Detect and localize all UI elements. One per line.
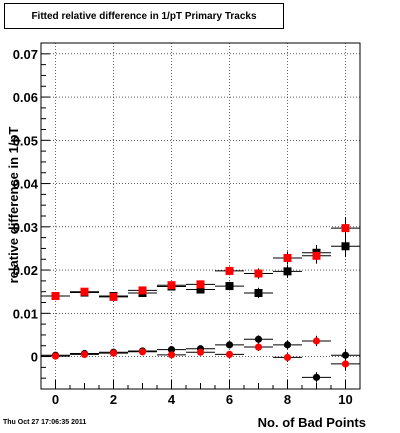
data-point-circle [254,335,263,343]
grid-lines [41,43,360,389]
data-point-circle [254,343,263,351]
y-axis: 0 0.01 0.02 0.03 0.04 0.05 0.06 0.07 [13,42,50,390]
y-axis-label: relative difference in 1/pT [6,127,21,284]
data-point-square [225,282,234,291]
data-point-square [225,266,234,275]
data-point-square [138,286,147,295]
data-point-circle [138,348,147,356]
data-point-square [254,288,263,297]
data-point-circle [109,349,118,357]
data-point-circle [312,337,321,345]
data-point-square [109,292,118,301]
series-3 [41,335,360,383]
y-tick-label: 0.01 [13,306,38,321]
data-point-square [283,253,292,262]
y-tick-label: 0.03 [13,220,38,235]
data-point-square [341,242,350,251]
plot-frame [40,42,361,390]
x-tick-label: 10 [338,392,352,407]
x-tick-label: 0 [52,392,59,407]
data-point-square [196,285,205,294]
x-axis-label: No. of Bad Points [258,415,366,430]
data-point-circle [225,341,234,349]
data-point-square [283,267,292,276]
data-point-circle [341,351,350,359]
data-point-square [51,292,60,301]
data-point-square [312,251,321,260]
data-point-square [80,287,89,296]
timestamp-label: Thu Oct 27 17:06:35 2011 [3,419,87,426]
data-point-circle [312,373,321,381]
data-point-circle [167,346,176,354]
data-point-square [254,269,263,278]
data-point-circle [341,360,350,368]
data-point-circle [51,352,60,360]
y-tick-label: 0 [31,350,38,365]
data-point-circle [80,350,89,358]
x-tick-label: 4 [168,392,176,407]
y-tick-label: 0.02 [13,263,38,278]
data-point-square [167,281,176,290]
y-tick-label: 0.04 [13,177,39,192]
data-point-circle [283,341,292,349]
data-point-circle [283,353,292,362]
x-axis: 0 2 4 6 8 10 [40,380,361,407]
data-point-square [341,224,350,233]
series-1 [41,235,360,301]
chart-title: Fitted relative difference in 1/pT Prima… [4,3,284,29]
data-point-square [196,280,205,289]
data-series [41,217,360,383]
y-tick-label: 0.06 [13,90,38,105]
data-point-circle [225,350,234,358]
series-4 [41,335,360,371]
data-point-circle [167,351,176,359]
y-tick-label: 0.05 [13,133,38,148]
series-2 [41,217,360,301]
y-tick-label: 0.07 [13,47,38,62]
data-point-circle [196,348,205,356]
x-tick-label: 2 [110,392,117,407]
x-tick-label: 8 [284,392,291,407]
x-tick-label: 6 [226,392,233,407]
